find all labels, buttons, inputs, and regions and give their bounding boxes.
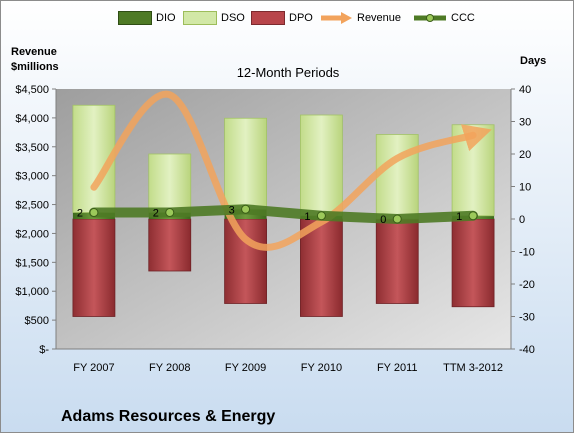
legend-swatch-dpo [251,11,285,25]
legend: DIO DSO DPO Revenue CCC [1,9,573,27]
dso-bar [300,114,343,217]
axes-layer: $- $500 $1,000 $1,500 $2,000 $2,500 $3,000 $3,5… [15,84,535,374]
left-tick-label: $3,000 [15,171,49,183]
left-tick-label: $1,500 [15,257,49,269]
ccc-point [468,211,478,221]
dpo-bar [148,218,192,272]
revenue-line [90,90,492,251]
x-tick-label: FY 2011 [377,362,418,374]
right-tick-label: 10 [519,182,531,194]
legend-label-revenue: Revenue [357,12,402,24]
ccc-data-label: 2 [77,208,83,220]
x-tick-label: TTM 3-2012 [443,362,503,374]
dpo-bar [300,218,343,317]
legend-line-marker-icon [414,14,446,22]
chart-subtitle: 12-Month Periods [236,65,340,80]
ccc-data-label: 1 [456,211,462,223]
right-tick-label: -10 [519,247,535,259]
left-tick-label: $500 [25,315,49,327]
left-axis-title-line-2: $millions [11,61,59,73]
right-tick-label: 0 [519,214,525,226]
left-tick-label: $4,000 [15,113,49,125]
left-axis-title: Revenue $millions [11,45,59,75]
dso-bar [148,153,192,213]
left-tick-label: $4,500 [15,84,49,96]
left-tick-label: $3,500 [15,142,49,154]
bars-layer [72,104,495,317]
right-tick-label: -20 [519,279,535,291]
ccc-data-label: 2 [153,208,159,220]
right-tick-label: 40 [519,84,531,96]
dso-bar [224,117,267,210]
company-name: Adams Resources & Energy [61,408,276,425]
dso-bar [375,134,419,220]
ccc-point [392,214,402,224]
x-tick-label: FY 2008 [149,362,190,374]
left-tick-label: $2,500 [15,200,49,212]
ccc-point [89,208,99,217]
dpo-bar [451,218,495,308]
right-tick-label: 20 [519,149,531,161]
ccc-point [316,211,326,221]
left-tick-label: $2,000 [15,228,49,240]
dpo-bar [224,218,267,304]
ccc-data-label: 0 [380,214,386,226]
legend-label-dpo: DPO [289,12,313,24]
right-tick-label: -40 [519,344,535,356]
x-tick-label: FY 2009 [225,362,266,374]
ccc-data-label: 3 [229,204,235,216]
legend-arrow-icon [321,12,352,24]
ccc-data-label: 1 [304,211,310,223]
dpo-bar [72,218,116,317]
x-tick-label: FY 2010 [301,362,342,374]
right-axis-title: Days [520,55,547,67]
left-axis-title-line-1: Revenue [11,46,57,58]
right-tick-label: -30 [519,312,535,324]
x-tick-label: FY 2007 [73,362,114,374]
dpo-bar [375,218,419,304]
ccc-layer: 2 2 3 1 0 1 [77,204,479,226]
ccc-line [88,204,479,224]
ccc-point [241,204,251,214]
legend-label-dso: DSO [221,12,245,24]
legend-swatch-dso [183,11,217,25]
ccc-point [165,208,175,217]
legend-swatch-dio [118,11,152,25]
revenue-layer [90,90,492,251]
legend-label-dio: DIO [156,12,176,24]
left-tick-label: $- [39,344,49,356]
legend-label-ccc: CCC [451,12,475,24]
left-tick-label: $1,000 [15,286,49,298]
right-tick-label: 30 [519,117,531,129]
